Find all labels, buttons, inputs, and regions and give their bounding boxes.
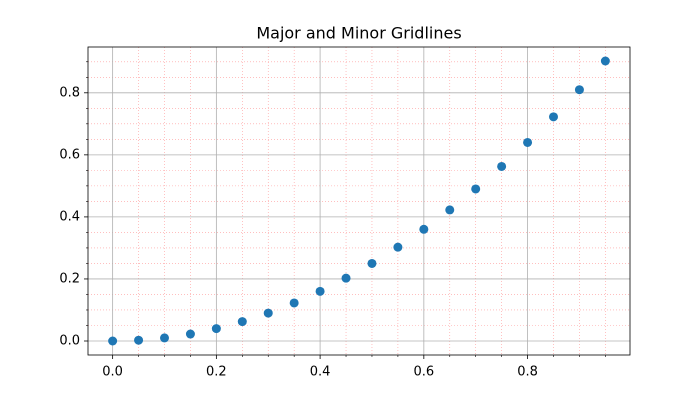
chart-title: Major and Minor Gridlines bbox=[256, 24, 461, 43]
point bbox=[289, 298, 299, 308]
point bbox=[237, 317, 247, 327]
point bbox=[523, 137, 533, 147]
point bbox=[367, 258, 377, 268]
y-tick-label: 0.6 bbox=[59, 147, 80, 162]
point bbox=[393, 242, 403, 252]
point bbox=[315, 286, 325, 296]
point bbox=[134, 335, 144, 345]
y-tick-label: 0.4 bbox=[59, 209, 80, 224]
point bbox=[211, 324, 221, 334]
x-tick-label: 0.4 bbox=[310, 365, 331, 380]
point bbox=[108, 336, 118, 346]
point bbox=[341, 273, 351, 283]
y-tick-label: 0.2 bbox=[59, 271, 80, 286]
x-tick-label: 0.8 bbox=[517, 365, 538, 380]
x-tick-label: 0.6 bbox=[413, 365, 434, 380]
x-tick-label: 0.2 bbox=[206, 365, 227, 380]
point bbox=[263, 308, 273, 318]
point bbox=[445, 205, 455, 215]
point bbox=[471, 184, 481, 194]
point bbox=[497, 161, 507, 171]
x-tick-label: 0.0 bbox=[102, 365, 123, 380]
y-tick-label: 0.8 bbox=[59, 85, 80, 100]
point bbox=[160, 333, 170, 343]
plot-frame bbox=[87, 46, 631, 356]
point bbox=[548, 112, 558, 122]
point bbox=[574, 85, 584, 95]
point bbox=[419, 224, 429, 234]
point bbox=[600, 56, 610, 66]
y-tick-label: 0.0 bbox=[59, 334, 80, 349]
point bbox=[185, 329, 195, 339]
